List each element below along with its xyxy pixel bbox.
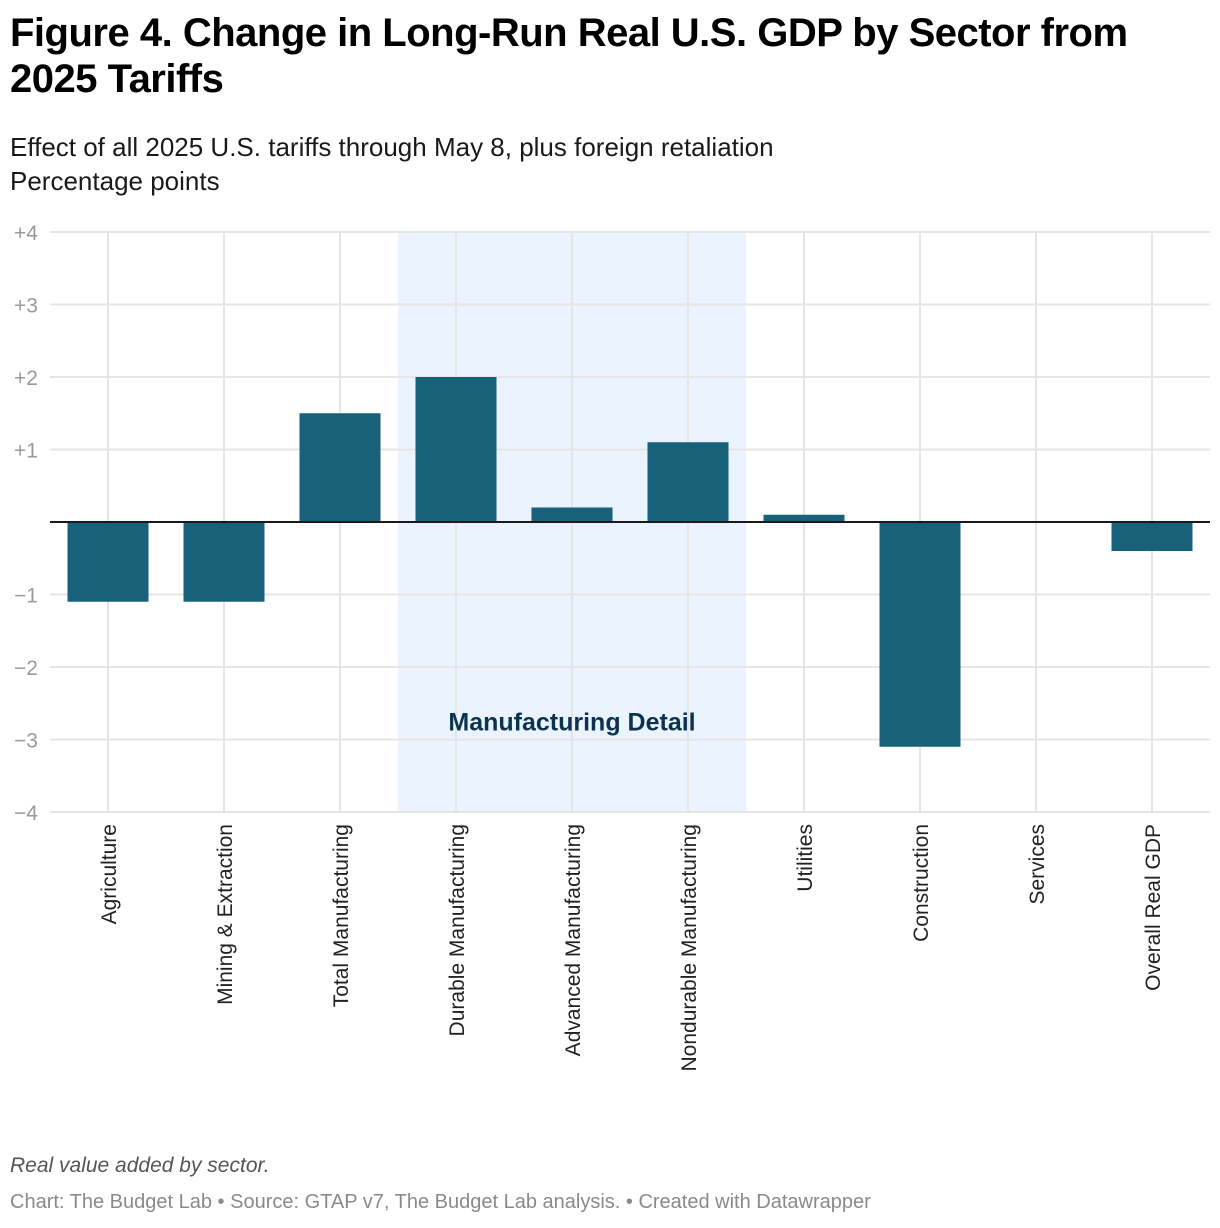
annotation-manufacturing-detail: Manufacturing Detail — [448, 708, 695, 736]
y-tick-label: +4 — [14, 222, 38, 245]
bar-durable-manufacturing — [415, 377, 497, 522]
bar-nondurable-manufacturing — [647, 442, 729, 522]
bar-advanced-manufacturing — [531, 507, 613, 522]
y-tick-label: −1 — [14, 585, 38, 608]
x-tick-label: Total Manufacturing — [330, 824, 353, 1007]
y-tick-label: −3 — [14, 730, 38, 753]
bar-utilities — [763, 514, 845, 522]
bar-total-manufacturing — [299, 413, 381, 522]
x-tick-label: Construction — [910, 824, 933, 942]
x-tick-label: Advanced Manufacturing — [562, 824, 585, 1056]
y-tick-label: −2 — [14, 657, 38, 680]
subtitle-description: Effect of all 2025 U.S. tariffs through … — [10, 132, 774, 162]
x-tick-label: Nondurable Manufacturing — [678, 824, 701, 1072]
y-tick-label: −4 — [14, 802, 38, 825]
subtitle-unit: Percentage points — [10, 166, 220, 196]
chart-credits: Chart: The Budget Lab • Source: GTAP v7,… — [10, 1191, 871, 1213]
chart-subtitle: Effect of all 2025 U.S. tariffs through … — [10, 130, 774, 198]
y-tick-label: +3 — [14, 295, 38, 318]
bar-mining-extraction — [183, 522, 265, 602]
bar-agriculture — [67, 522, 149, 602]
x-tick-label: Services — [1026, 824, 1049, 905]
bar-chart: +4 +3 +2 +1 −1 −2 −3 −4 Manufacturing Detail Agri… — [14, 222, 1210, 1072]
bar-construction — [879, 522, 961, 747]
x-tick-label: Agriculture — [98, 824, 121, 924]
x-tick-label: Overall Real GDP — [1142, 824, 1165, 991]
x-tick-label: Durable Manufacturing — [446, 824, 469, 1036]
chart-title: Figure 4. Change in Long-Run Real U.S. G… — [10, 11, 1128, 101]
bar-overall-real-gdp — [1111, 522, 1193, 551]
x-tick-label: Utilities — [794, 824, 817, 892]
x-tick-label: Mining & Extraction — [214, 824, 237, 1005]
y-tick-label: +2 — [14, 367, 38, 390]
chart-notes: Real value added by sector. — [10, 1154, 270, 1177]
y-tick-label: +1 — [14, 440, 38, 463]
